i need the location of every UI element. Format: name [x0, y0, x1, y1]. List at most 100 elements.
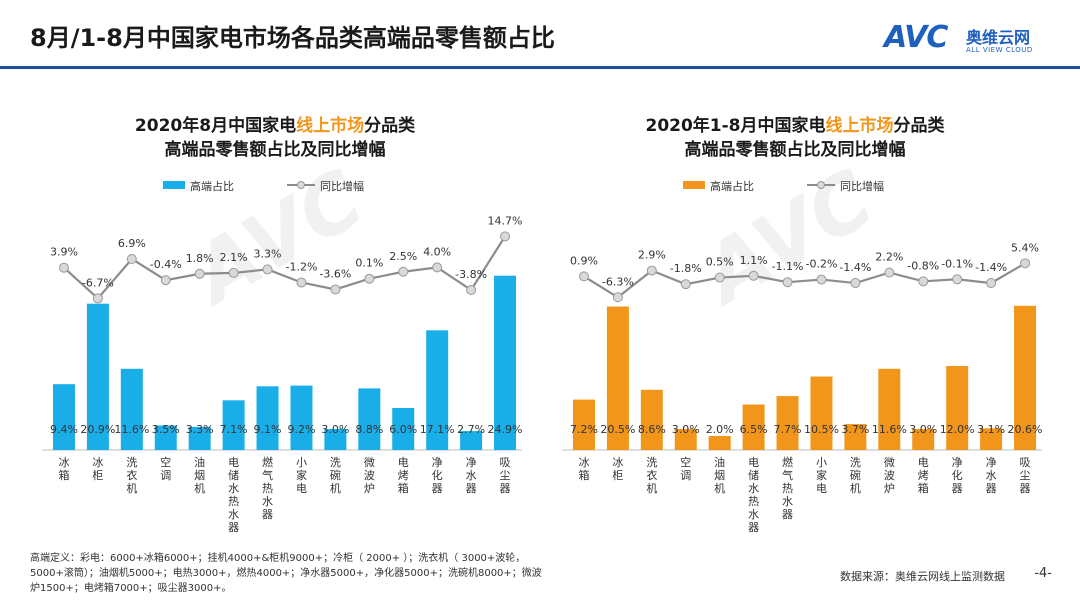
bar	[188, 426, 211, 450]
bar-value-label: 6.0%	[389, 423, 417, 436]
line-value-label: -0.4%	[150, 258, 182, 271]
category-label: 油烟机	[714, 455, 725, 495]
category-char: 净	[432, 455, 443, 469]
line-point	[92, 293, 103, 304]
line-point	[364, 273, 375, 284]
category-char: 水	[748, 482, 759, 495]
legend-bar-swatch	[683, 181, 705, 189]
category-char: 机	[646, 481, 657, 495]
line-point	[986, 278, 997, 289]
line-point	[58, 262, 69, 273]
line-point	[466, 285, 477, 296]
category-char: 吸	[500, 456, 511, 469]
chart-title-part: 分品类	[894, 115, 946, 136]
category-char: 水	[986, 469, 997, 482]
chart-title-line2: 高端品零售额占比及同比增幅	[165, 139, 386, 160]
legend-bar-label: 高端占比	[710, 179, 754, 193]
category-char: 电	[918, 456, 929, 469]
category-char: 器	[466, 482, 477, 495]
bar-value-label: 20.6%	[1008, 423, 1043, 436]
category-label: 空调	[160, 455, 171, 482]
category-char: 器	[782, 508, 793, 521]
category-char: 烟	[194, 468, 205, 482]
line-value-label: -6.7%	[82, 276, 114, 289]
category-char: 碗	[330, 468, 341, 482]
line-value-label: -1.1%	[772, 260, 804, 273]
category-char: 电	[748, 456, 759, 469]
bar-value-label: 7.2%	[570, 423, 598, 436]
bar-value-label: 17.1%	[420, 423, 455, 436]
bar-value-label: 9.2%	[287, 423, 315, 436]
category-char: 水	[228, 508, 239, 521]
category-char: 热	[228, 495, 239, 508]
line-value-label: -1.8%	[670, 262, 702, 275]
bar	[358, 388, 381, 450]
category-char: 净	[952, 455, 963, 469]
page-title: 8月/1-8月中国家电市场各品类高端品零售额占比	[30, 24, 555, 52]
bar	[606, 306, 629, 450]
line-point	[330, 284, 341, 295]
category-char: 电	[398, 456, 409, 469]
line-value-label: -1.4%	[975, 261, 1007, 274]
line-value-label: -0.8%	[907, 259, 939, 272]
bar	[392, 408, 415, 450]
line-value-label: -1.2%	[286, 260, 318, 273]
logo-chinese: 奥维云网	[966, 28, 1031, 47]
bar	[222, 400, 245, 450]
line-value-label: 1.1%	[740, 254, 768, 267]
bar	[460, 431, 483, 450]
category-char: 燃	[262, 455, 273, 469]
category-char: 油	[714, 455, 725, 469]
category-label: 吸尘器	[500, 456, 511, 495]
category-label: 微波炉	[364, 455, 375, 495]
bar-value-label: 8.8%	[355, 423, 383, 436]
category-char: 冰	[612, 456, 623, 469]
category-char: 机	[126, 481, 137, 495]
category-char: 净	[466, 455, 477, 469]
line-value-label: 3.3%	[254, 247, 282, 260]
category-label: 冰箱	[58, 456, 69, 482]
category-char: 热	[782, 482, 793, 495]
bar-value-label: 8.6%	[638, 423, 666, 436]
category-char: 碗	[850, 468, 861, 482]
line-value-label: -6.3%	[602, 275, 634, 288]
category-char: 水	[748, 508, 759, 521]
bar-value-label: 2.7%	[457, 423, 485, 436]
line-point	[714, 272, 725, 283]
bar	[980, 428, 1003, 450]
category-char: 机	[850, 481, 861, 495]
category-char: 化	[432, 468, 443, 482]
logo-english: ALL VIEW CLOUD	[966, 46, 1033, 54]
bar-value-label: 3.0%	[672, 423, 700, 436]
line-point	[578, 271, 589, 282]
category-char: 器	[1020, 482, 1031, 495]
chart-title-part: 分品类	[364, 115, 416, 136]
bar	[426, 330, 449, 450]
category-char: 小	[296, 456, 307, 469]
line-value-label: -0.1%	[941, 257, 973, 270]
line-point	[296, 277, 307, 288]
legend-bar-label: 高端占比	[190, 179, 234, 193]
category-label: 洗碗机	[850, 456, 861, 495]
category-char: 空	[680, 455, 691, 469]
avc-logo: AVC 奥维云网 ALL VIEW CLOUD	[884, 20, 1054, 60]
category-label: 电烤箱	[918, 456, 929, 495]
category-char: 器	[228, 521, 239, 534]
category-char: 箱	[398, 481, 409, 495]
chart-title-part: 2020年1-8月中国家电	[645, 115, 825, 136]
bar-value-label: 9.4%	[50, 423, 78, 436]
bar	[674, 429, 697, 450]
category-label: 燃气热水器	[782, 455, 793, 521]
category-char: 波	[364, 469, 375, 482]
bar-value-label: 3.0%	[321, 423, 349, 436]
bar	[256, 386, 279, 450]
category-char: 微	[884, 455, 895, 469]
line-value-label: 6.9%	[118, 237, 146, 250]
category-label: 小家电	[296, 456, 307, 495]
category-char: 储	[228, 468, 239, 482]
category-char: 燃	[782, 455, 793, 469]
category-label: 净化器	[952, 455, 963, 495]
line-point	[646, 265, 657, 276]
line-point	[680, 279, 691, 290]
